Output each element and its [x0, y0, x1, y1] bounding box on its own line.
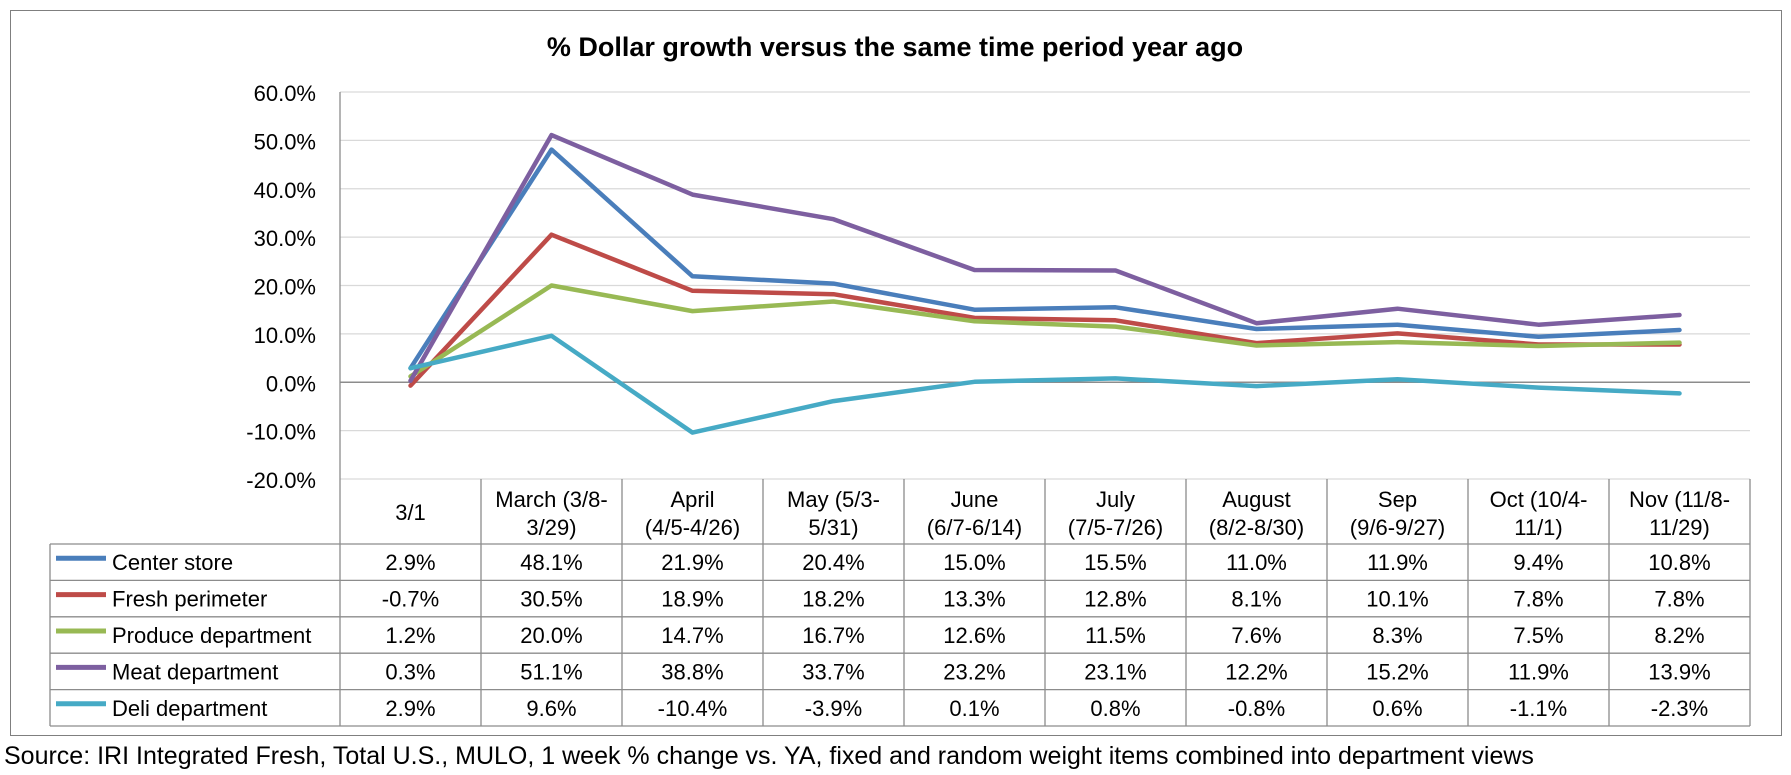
table-value-label: -10.4% — [658, 696, 728, 721]
table-value-label: 20.0% — [520, 623, 582, 648]
x-category-label: March (3/8- — [495, 487, 607, 512]
series-line-fresh-perimeter — [408, 232, 1682, 388]
table-value-label: -1.1% — [1510, 696, 1567, 721]
table-value-label: 2.9% — [385, 696, 435, 721]
y-tick-label: -10.0% — [246, 420, 316, 445]
y-tick-label: 10.0% — [254, 323, 316, 348]
table-value-label: 48.1% — [520, 550, 582, 575]
x-category-label: Sep — [1378, 487, 1417, 512]
chart-title: % Dollar growth versus the same time per… — [547, 32, 1243, 62]
table-value-label: 13.9% — [1648, 659, 1710, 684]
table-value-label: 7.8% — [1654, 587, 1704, 612]
y-tick-label: 30.0% — [254, 226, 316, 251]
series-name-label: Produce department — [112, 623, 311, 648]
x-category-label: June — [951, 487, 999, 512]
x-category-label: April — [670, 487, 714, 512]
y-tick-label: 0.0% — [266, 371, 316, 396]
table-value-label: 15.2% — [1366, 659, 1428, 684]
chart-frame — [10, 10, 1782, 736]
table-value-label: 23.2% — [943, 659, 1005, 684]
table-value-label: 16.7% — [802, 623, 864, 648]
series-line-center-store — [408, 147, 1682, 371]
series-name-label: Center store — [112, 550, 233, 575]
x-category-label: 11/1) — [1514, 515, 1563, 540]
table-value-label: 12.8% — [1084, 587, 1146, 612]
chart-svg: % Dollar growth versus the same time per… — [49, 32, 1751, 727]
table-value-label: 11.0% — [1226, 550, 1287, 575]
x-category-label: (6/7-6/14) — [927, 515, 1022, 540]
table-value-label: 10.8% — [1648, 550, 1710, 575]
x-category-label: (7/5-7/26) — [1068, 515, 1163, 540]
x-category-label: 11/29) — [1649, 515, 1710, 540]
table-value-label: 11.5% — [1085, 623, 1146, 648]
table-value-label: 7.6% — [1231, 623, 1281, 648]
series-name-label: Deli department — [112, 696, 267, 721]
table-value-label: 8.1% — [1231, 587, 1281, 612]
table-value-label: 0.6% — [1372, 696, 1422, 721]
table-value-label: -3.9% — [805, 696, 862, 721]
series-name-label: Meat department — [112, 659, 278, 684]
table-value-label: 11.9% — [1367, 550, 1428, 575]
x-category-label: (4/5-4/26) — [645, 515, 740, 540]
table-value-label: 9.6% — [526, 696, 576, 721]
table-value-label: -2.3% — [1651, 696, 1708, 721]
y-tick-label: 60.0% — [254, 81, 316, 106]
x-category-label: August — [1222, 487, 1291, 512]
table-value-label: 0.8% — [1090, 696, 1140, 721]
table-value-label: 12.6% — [943, 623, 1005, 648]
x-category-label: July — [1096, 487, 1135, 512]
table-value-label: 9.4% — [1513, 550, 1563, 575]
x-category-label: 3/1 — [395, 500, 426, 525]
table-value-label: 20.4% — [802, 550, 864, 575]
y-tick-label: 40.0% — [254, 178, 316, 203]
x-category-label: 3/29) — [526, 515, 576, 540]
table-value-label: 1.2% — [385, 623, 435, 648]
y-tick-label: 50.0% — [254, 129, 316, 154]
table-value-label: 33.7% — [802, 659, 864, 684]
series-line-meat-department — [408, 132, 1682, 384]
table-value-label: 10.1% — [1366, 587, 1428, 612]
table-value-label: 8.3% — [1372, 623, 1422, 648]
table-value-label: -0.8% — [1228, 696, 1285, 721]
table-value-label: 15.0% — [943, 550, 1005, 575]
table-value-label: 2.9% — [385, 550, 435, 575]
table-value-label: 30.5% — [520, 587, 582, 612]
table-value-label: 15.5% — [1084, 550, 1146, 575]
table-value-label: 7.8% — [1513, 587, 1563, 612]
table-value-label: 8.2% — [1654, 623, 1704, 648]
series-name-label: Fresh perimeter — [112, 587, 267, 612]
table-value-label: 51.1% — [520, 659, 582, 684]
y-tick-label: -20.0% — [246, 468, 316, 493]
table-value-label: 0.1% — [949, 696, 999, 721]
series-line-deli-department — [408, 333, 1682, 435]
x-category-label: Nov (11/8- — [1629, 487, 1730, 512]
table-value-label: 0.3% — [385, 659, 435, 684]
table-value-label: 23.1% — [1084, 659, 1146, 684]
table-value-label: 18.2% — [802, 587, 864, 612]
series-line-produce-department — [408, 283, 1682, 379]
table-value-label: 13.3% — [943, 587, 1005, 612]
x-category-label: (9/6-9/27) — [1350, 515, 1445, 540]
table-value-label: 7.5% — [1513, 623, 1563, 648]
table-value-label: 38.8% — [661, 659, 723, 684]
table-value-label: -0.7% — [382, 587, 439, 612]
table-value-label: 18.9% — [661, 587, 723, 612]
y-tick-label: 20.0% — [254, 275, 316, 300]
table-value-label: 12.2% — [1225, 659, 1287, 684]
source-note: Source: IRI Integrated Fresh, Total U.S.… — [4, 742, 1534, 770]
table-value-label: 21.9% — [661, 550, 723, 575]
x-category-label: May (5/3- — [787, 487, 880, 512]
table-value-label: 14.7% — [661, 623, 723, 648]
x-category-label: (8/2-8/30) — [1209, 515, 1304, 540]
x-category-label: Oct (10/4- — [1490, 487, 1588, 512]
x-category-label: 5/31) — [808, 515, 858, 540]
table-value-label: 11.9% — [1508, 659, 1569, 684]
